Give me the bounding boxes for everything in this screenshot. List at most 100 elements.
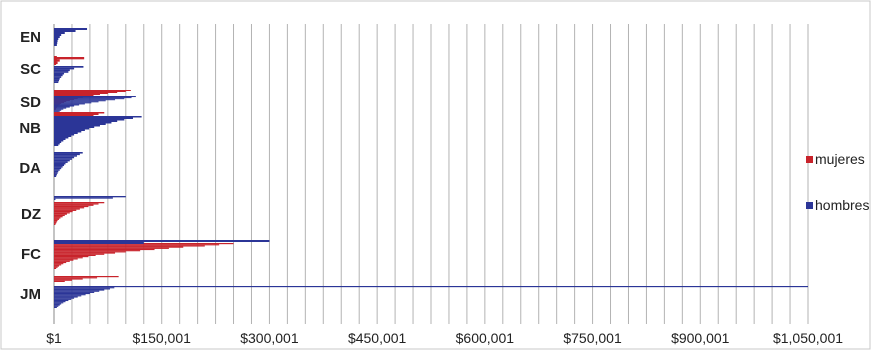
hombres-bar [54, 159, 70, 162]
hombres-bar [54, 175, 57, 177]
hombres-bar [54, 79, 60, 82]
hombres-bar [54, 96, 136, 98]
hombres-bar [54, 155, 77, 157]
hombres-bar [54, 97, 132, 99]
hombres-bar [54, 144, 59, 146]
hombres-bar [54, 161, 68, 163]
hombres-bar [54, 132, 78, 134]
mujeres-bar [54, 212, 70, 214]
hombres-bar [54, 296, 78, 298]
mujeres-bar [54, 266, 58, 268]
mujeres-bar [54, 252, 116, 254]
hombres-bar [54, 44, 57, 46]
mujeres-bar [54, 222, 57, 224]
mujeres-bar [54, 90, 131, 91]
hombres-bar [54, 69, 70, 72]
hombres-bar [54, 103, 85, 105]
hombres-bar [54, 287, 115, 289]
x-tick-label: $150,001 [133, 330, 192, 346]
hombres-bar [54, 138, 66, 140]
mujeres-bar [54, 260, 70, 262]
mujeres-bar [54, 254, 96, 256]
mujeres-bar [54, 203, 99, 205]
mujeres-bar [54, 264, 62, 266]
mujeres-bar [54, 276, 119, 278]
hombres-bar [54, 128, 90, 130]
legend-swatch [806, 156, 813, 163]
hombres-bar [54, 100, 106, 102]
hombres-bar [54, 119, 125, 121]
hombres-bar [54, 289, 105, 291]
x-tick-label: $900,001 [671, 330, 730, 346]
hombres-bar [54, 40, 58, 42]
hombres-bar [54, 116, 142, 118]
hombres-bar [54, 292, 90, 295]
x-tick-label: $1 [46, 330, 62, 346]
category-label: SC [20, 61, 41, 78]
hombres-bar [54, 173, 57, 176]
mujeres-bar [54, 207, 85, 209]
hombres-bar [54, 99, 116, 101]
mujeres-bar [54, 210, 73, 213]
mujeres-bar [54, 223, 56, 225]
bars [54, 28, 808, 308]
mujeres-bar [54, 218, 60, 220]
hombres-bar [54, 28, 88, 30]
hombres-bar [54, 196, 126, 198]
hombres-bar [54, 122, 112, 124]
hombres-bar [54, 305, 59, 307]
hombres-bar [54, 72, 65, 75]
hombres-bar [54, 74, 63, 77]
mujeres-bar [54, 258, 78, 260]
category-label: FC [21, 246, 41, 263]
category-label: DZ [21, 206, 41, 223]
mujeres-bar [54, 245, 205, 247]
mujeres-bar [54, 221, 57, 223]
mujeres-bar [54, 248, 155, 251]
hombres-bar [54, 158, 72, 160]
legend-label: hombres [815, 197, 869, 213]
mujeres-bar [54, 61, 58, 64]
hombres-bar [54, 242, 144, 244]
hombres-bar [54, 30, 76, 32]
mujeres-bar [54, 244, 220, 246]
hombres-bar [54, 240, 270, 242]
x-tick-label: $300,001 [240, 330, 299, 346]
hombres-bar [54, 36, 60, 38]
hombres-bar [54, 162, 66, 165]
mujeres-bar [54, 263, 64, 265]
hombres-bar [54, 143, 60, 145]
hombres-bar [54, 135, 72, 137]
hombres-bar [54, 101, 99, 103]
legend: mujeres hombres [806, 151, 869, 213]
mujeres-bar [54, 253, 105, 255]
hombres-bar [54, 126, 95, 128]
mujeres-bar [54, 94, 100, 95]
hombres-bar [54, 164, 65, 167]
mujeres-bar [54, 209, 77, 211]
x-tick-label: $750,001 [563, 330, 622, 346]
hombres-bar [54, 134, 75, 136]
mujeres-bar [54, 92, 118, 93]
hombres-bar [54, 76, 62, 78]
hombres-bar [54, 156, 75, 159]
mujeres-bar [54, 259, 74, 261]
mujeres-bar [54, 216, 63, 218]
mujeres-bar [54, 278, 83, 280]
mujeres-bar [54, 213, 67, 215]
hombres-bar [54, 170, 59, 173]
category-label: DA [19, 160, 41, 177]
category-label: SD [20, 94, 41, 111]
hombres-bar [54, 298, 72, 300]
mujeres-bar [54, 279, 72, 281]
hombres-bar [54, 172, 58, 174]
hombres-bar [54, 299, 69, 302]
hombres-bar [54, 77, 60, 80]
hombres-bar [54, 288, 111, 290]
hombres-bar [54, 290, 100, 292]
hombres-bar [54, 301, 66, 303]
hombres-bar [54, 71, 69, 73]
hombres-bar [54, 153, 80, 156]
hombres-bar [54, 125, 100, 127]
